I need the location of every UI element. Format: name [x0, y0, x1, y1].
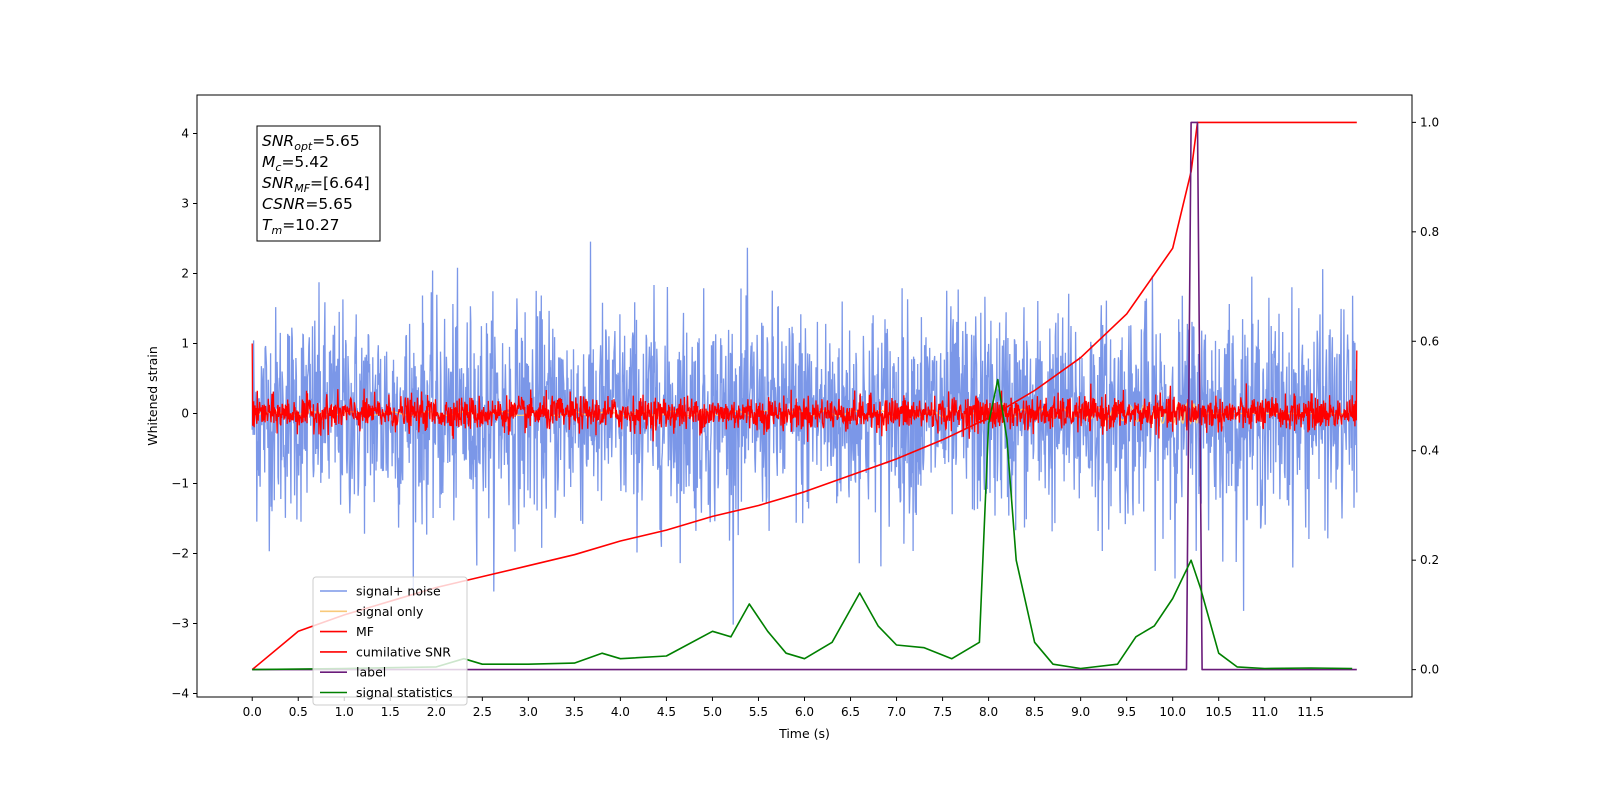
x-tick-label: 2.0	[427, 705, 446, 719]
x-tick-label: 6.0	[795, 705, 814, 719]
annotation-line: Mc=5.42	[262, 153, 329, 174]
y-tick-label: 4	[181, 127, 189, 141]
x-tick-label: 2.5	[473, 705, 492, 719]
y-axis-label: Whitened strain	[145, 346, 160, 445]
y2-tick-label: 0.2	[1420, 553, 1439, 567]
x-tick-label: 9.5	[1117, 705, 1136, 719]
y2-tick-label: 0.8	[1420, 225, 1439, 239]
y-axis-left: 4 3 2 1 0 −1 −2 −3 −4	[171, 127, 197, 701]
series-signal-noise	[251, 241, 1358, 625]
x-tick-label: 6.5	[841, 705, 860, 719]
x-tick-label: 10.5	[1205, 705, 1232, 719]
legend-item: signal statistics	[356, 685, 453, 700]
x-tick-label: 7.5	[933, 705, 952, 719]
x-tick-label: 3.0	[519, 705, 538, 719]
x-tick-label: 0.5	[289, 705, 308, 719]
y2-tick-label: 1.0	[1420, 115, 1439, 129]
series-label	[252, 121, 1357, 671]
x-tick-label: 3.5	[565, 705, 584, 719]
y-tick-label: −4	[171, 687, 189, 701]
y-tick-label: −3	[171, 617, 189, 631]
y2-tick-label: 0.0	[1420, 663, 1439, 677]
legend: signal+ noise signal only MF cumilative SNR…	[312, 576, 468, 706]
x-tick-label: 11.0	[1251, 705, 1278, 719]
series-mf	[251, 343, 1358, 442]
annotation-line: Tm=10.27	[262, 216, 340, 237]
x-tick-label: 8.0	[979, 705, 998, 719]
y-axis-right: 1.0 0.8 0.6 0.4 0.2 0.0	[1412, 115, 1439, 677]
y-tick-label: −1	[171, 477, 189, 491]
legend-item: signal only	[356, 604, 424, 619]
y-tick-label: 1	[181, 337, 189, 351]
x-tick-label: 10.0	[1159, 705, 1186, 719]
x-tick-label: 11.5	[1297, 705, 1324, 719]
legend-item: label	[356, 665, 386, 680]
legend-item: cumilative SNR	[356, 644, 451, 659]
y-tick-label: 3	[181, 197, 189, 211]
annotation-line: SNRopt=5.65	[262, 132, 360, 153]
x-tick-label: 1.0	[335, 705, 354, 719]
x-tick-label: 1.5	[381, 705, 400, 719]
x-tick-label: 9.0	[1071, 705, 1090, 719]
y2-tick-label: 0.4	[1420, 444, 1439, 458]
annotation-frame	[256, 125, 381, 242]
legend-frame	[312, 576, 468, 706]
y2-tick-label: 0.6	[1420, 334, 1439, 348]
legend-item: MF	[356, 624, 374, 639]
y-tick-label: 0	[181, 407, 189, 421]
x-axis: 0.0 0.5 1.0 1.5 2.0 2.5 3.0 3.5 4.0 4.5 5.0 5.5 6.0 6…	[243, 697, 1324, 719]
series-signal-statistics	[252, 378, 1353, 671]
x-tick-label: 4.0	[611, 705, 630, 719]
y-tick-label: 2	[181, 267, 189, 281]
x-tick-label: 5.5	[749, 705, 768, 719]
x-axis-label: Time (s)	[778, 726, 830, 741]
x-tick-label: 7.0	[887, 705, 906, 719]
annotation-line: CSNR=5.65	[262, 195, 353, 213]
annotation-line: SNRMF=[6.64]	[262, 174, 370, 195]
x-tick-label: 4.5	[657, 705, 676, 719]
x-tick-label: 0.0	[243, 705, 262, 719]
x-tick-label: 5.0	[703, 705, 722, 719]
x-tick-label: 8.5	[1025, 705, 1044, 719]
y-tick-label: −2	[171, 547, 189, 561]
legend-item: signal+ noise	[356, 584, 441, 599]
